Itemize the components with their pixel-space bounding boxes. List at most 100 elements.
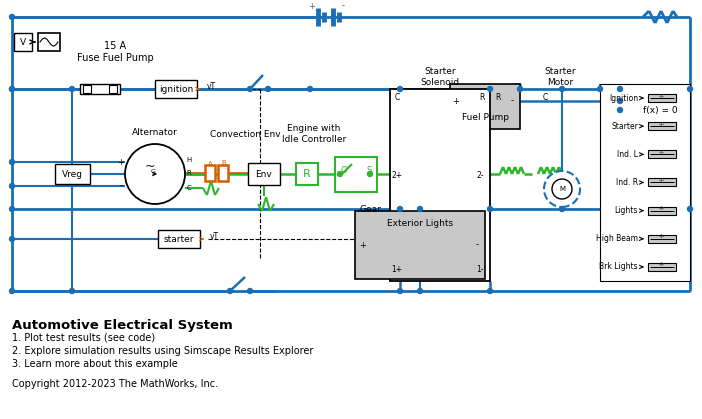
Circle shape — [10, 160, 15, 165]
Text: ignition: ignition — [159, 85, 193, 93]
Bar — [155, 80, 197, 98]
Text: +: + — [309, 2, 315, 10]
Circle shape — [618, 108, 623, 112]
Text: -I-: -I- — [658, 122, 665, 127]
Circle shape — [10, 15, 15, 20]
Bar — [14, 33, 32, 51]
Circle shape — [10, 236, 15, 241]
Text: R: R — [303, 169, 311, 179]
Text: Ignition: Ignition — [609, 93, 638, 103]
Text: R: R — [496, 93, 501, 101]
Text: +: + — [559, 181, 565, 189]
Bar — [55, 164, 90, 184]
Circle shape — [687, 207, 692, 212]
Text: Gear: Gear — [359, 204, 381, 214]
Bar — [648, 178, 676, 186]
Text: Lights: Lights — [615, 206, 638, 215]
Circle shape — [544, 171, 580, 207]
Text: Brk Lights: Brk Lights — [600, 262, 638, 272]
Bar — [335, 157, 377, 192]
Circle shape — [248, 289, 253, 293]
Text: A: A — [208, 161, 213, 167]
Text: 2. Explore simulation results using Simscape Results Explorer: 2. Explore simulation results using Sims… — [12, 346, 313, 356]
Text: Convection Env: Convection Env — [210, 129, 280, 139]
Circle shape — [418, 207, 423, 212]
Text: V: V — [20, 37, 26, 47]
Text: Alternator: Alternator — [132, 127, 178, 137]
Text: +: + — [453, 96, 459, 106]
Circle shape — [10, 86, 15, 91]
Circle shape — [618, 86, 623, 91]
Circle shape — [125, 144, 185, 204]
Text: B: B — [222, 160, 226, 166]
Bar — [648, 150, 676, 158]
Bar — [218, 165, 228, 181]
Text: C: C — [543, 93, 548, 101]
Text: ~: ~ — [145, 160, 155, 173]
Circle shape — [248, 86, 253, 91]
Circle shape — [338, 171, 343, 176]
Circle shape — [517, 86, 522, 91]
Text: 2+: 2+ — [392, 171, 402, 179]
Text: Starter
Solenoid: Starter Solenoid — [420, 67, 460, 87]
Text: -: - — [341, 2, 345, 10]
Bar — [450, 84, 520, 129]
Circle shape — [687, 86, 692, 91]
Text: -: - — [119, 181, 123, 191]
Text: Copyright 2012-2023 The MathWorks, Inc.: Copyright 2012-2023 The MathWorks, Inc. — [12, 379, 218, 389]
Circle shape — [597, 86, 602, 91]
Circle shape — [559, 207, 564, 212]
Circle shape — [552, 179, 572, 199]
Text: +: + — [117, 158, 124, 166]
Bar — [600, 84, 690, 281]
Text: -I-: -I- — [658, 206, 665, 211]
Circle shape — [10, 184, 15, 189]
Text: Ind. L: Ind. L — [617, 150, 638, 159]
Circle shape — [368, 171, 373, 176]
Text: -I-: -I- — [658, 178, 665, 183]
Circle shape — [397, 289, 402, 293]
Bar — [390, 89, 490, 281]
Circle shape — [69, 86, 74, 91]
Bar — [355, 211, 485, 279]
Bar — [296, 163, 318, 185]
Text: Fuel Pump: Fuel Pump — [461, 112, 508, 122]
Circle shape — [265, 86, 270, 91]
Circle shape — [487, 289, 493, 293]
Bar — [648, 235, 676, 243]
Text: -I-: -I- — [658, 262, 665, 267]
Circle shape — [397, 86, 402, 91]
Text: Vreg: Vreg — [62, 170, 83, 178]
Text: vT: vT — [209, 232, 218, 241]
Text: M: M — [559, 186, 565, 192]
Text: High Beam: High Beam — [596, 234, 638, 243]
Text: R: R — [479, 93, 484, 101]
Text: C: C — [187, 185, 192, 191]
Text: +: + — [359, 241, 366, 249]
Text: Starter
Motor: Starter Motor — [544, 67, 576, 87]
Text: -I-: -I- — [658, 150, 665, 155]
Bar — [83, 85, 91, 93]
Text: C: C — [395, 93, 399, 101]
Text: -: - — [560, 189, 564, 197]
Circle shape — [69, 289, 74, 293]
Text: -: - — [510, 96, 513, 106]
Text: R: R — [187, 170, 192, 176]
Text: Env: Env — [256, 170, 272, 178]
Text: 3. Learn more about this example: 3. Learn more about this example — [12, 359, 178, 369]
Text: starter: starter — [164, 235, 194, 243]
Text: 15 A
Fuse Fuel Pump: 15 A Fuse Fuel Pump — [77, 41, 153, 63]
Text: S: S — [366, 166, 371, 174]
Circle shape — [227, 289, 232, 293]
Bar — [648, 207, 676, 215]
Bar — [648, 263, 676, 271]
Bar — [80, 84, 120, 94]
Text: f(x) = 0: f(x) = 0 — [643, 106, 677, 114]
Circle shape — [559, 86, 564, 91]
Circle shape — [618, 98, 623, 103]
Text: 2-: 2- — [476, 171, 484, 179]
Text: H: H — [186, 157, 192, 163]
Text: vT: vT — [206, 82, 216, 91]
Circle shape — [418, 289, 423, 293]
Circle shape — [487, 86, 493, 91]
